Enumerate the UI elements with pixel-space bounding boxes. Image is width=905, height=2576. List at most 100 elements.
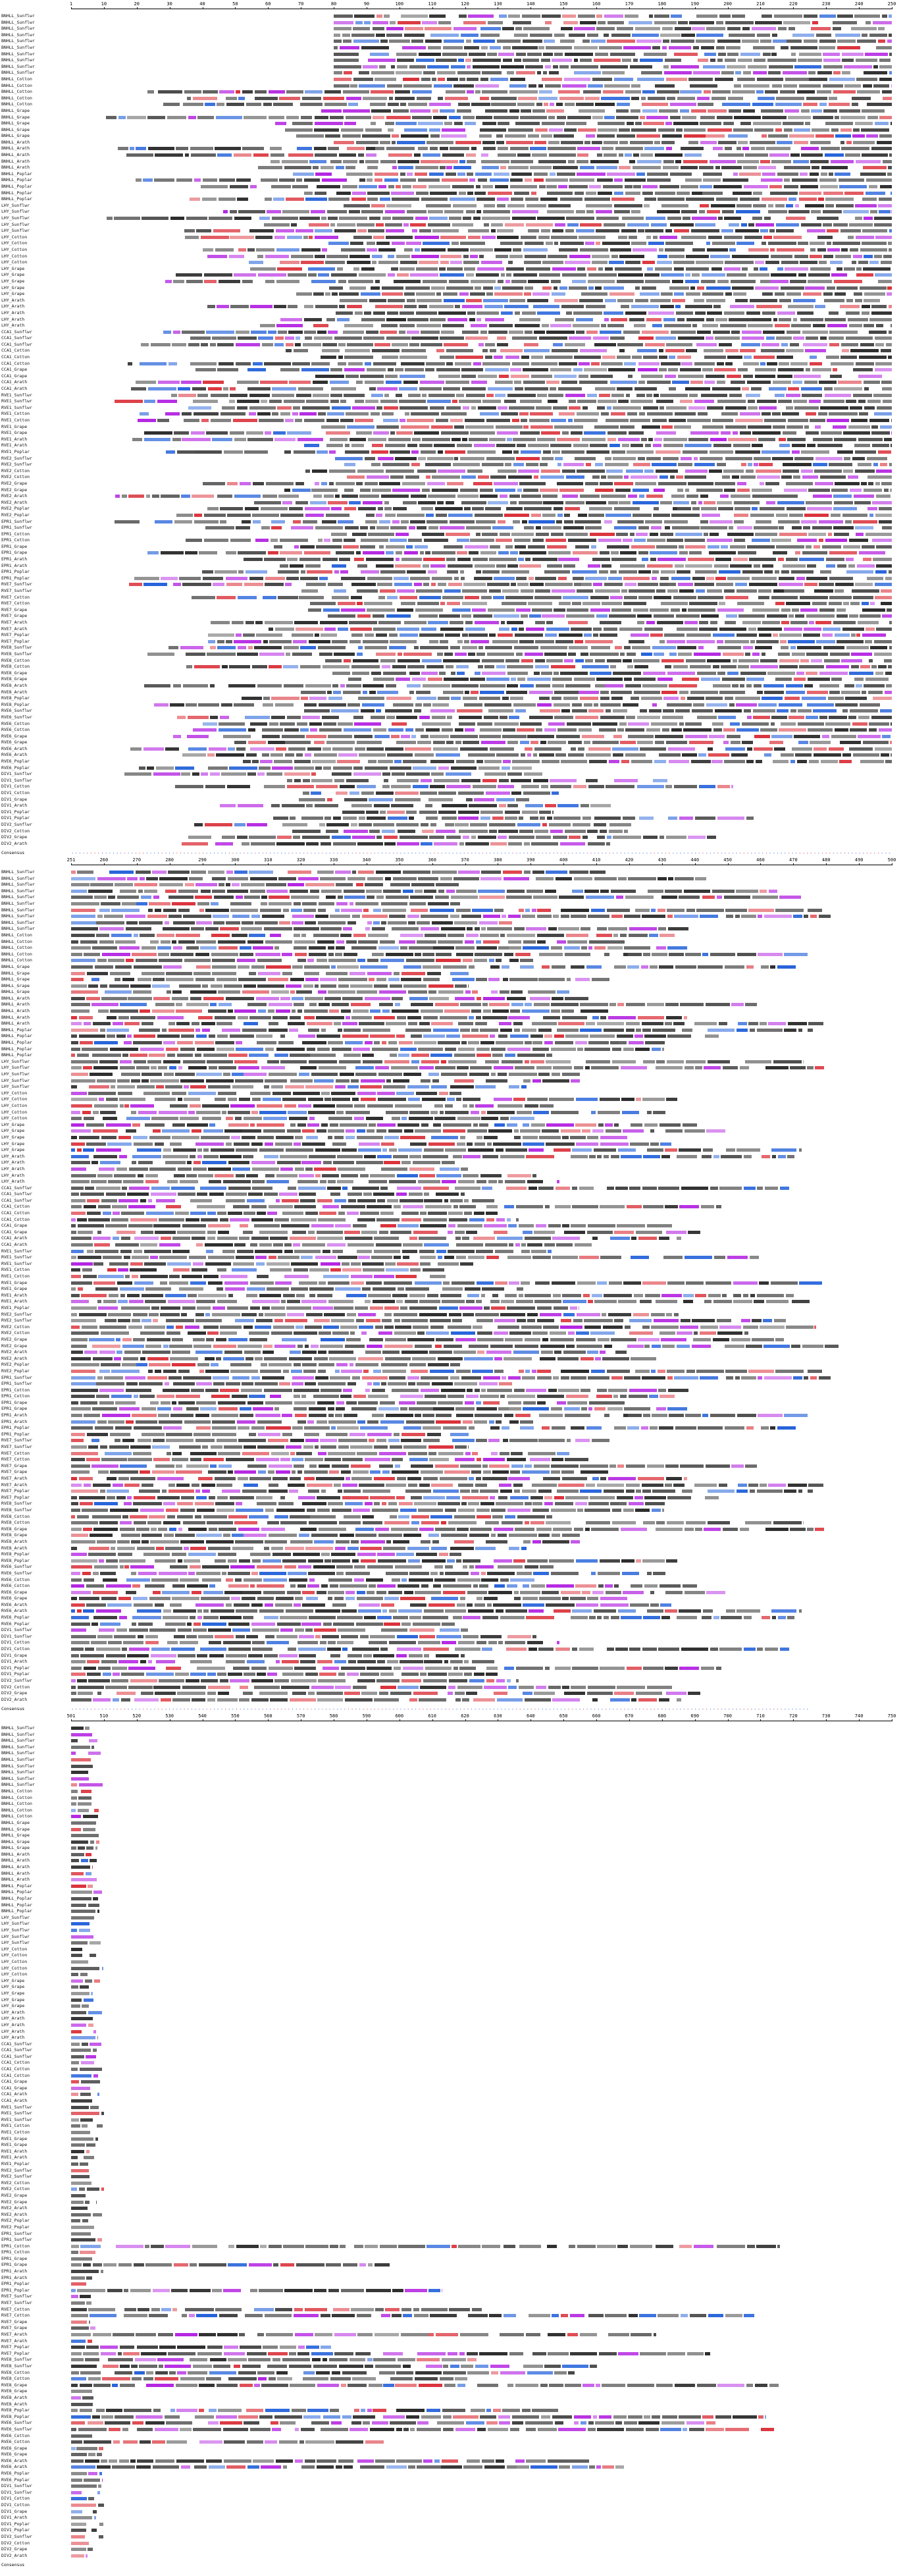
sequence-name[interactable]: LHY_Sunflwr (1, 209, 30, 215)
sequence-name[interactable]: CCA1_Sunflwr (1, 335, 32, 341)
sequence-name[interactable]: BNHLL_Poplar (1, 190, 32, 196)
sequence-name[interactable]: RVE1_Sunflwr (1, 404, 32, 410)
sequence-name[interactable]: RVE1_Arath (1, 436, 28, 442)
sequence-name[interactable]: LHY_Sunflwr (1, 202, 30, 208)
sequence-name[interactable]: RVE8_Sunflwr (1, 645, 32, 651)
sequence-name[interactable]: BNHLL_Sunflwr (1, 38, 35, 44)
sequence-name[interactable]: BNHLL_Cotton (1, 82, 32, 88)
sequence-name[interactable]: LHY_Grape (1, 291, 25, 297)
sequence-name[interactable]: LHY_Sunflwr (1, 221, 30, 227)
sequence-name[interactable]: LHY_Cotton (1, 234, 28, 240)
sequence-name[interactable]: DIV2_Arath (1, 840, 28, 846)
sequence-name[interactable]: RVE2_Sunflwr (1, 455, 32, 461)
sequence-name[interactable]: CCA1_Cotton (1, 354, 30, 360)
sequence-name[interactable]: RVE6_Arath (1, 752, 28, 758)
sequence-name[interactable]: RVE7_Sunflwr (1, 588, 32, 594)
sequence-name[interactable]: RVE7_Poplar (1, 632, 30, 638)
sequence-name[interactable]: LHY_Sunflwr (1, 215, 30, 221)
sequence-name[interactable]: RVE6_Sunflwr (1, 714, 32, 720)
sequence-name[interactable]: LHY_Arath (1, 309, 25, 315)
sequence-name[interactable]: BNHLL_Cotton (1, 89, 32, 95)
sequence-name[interactable]: LHY_Cotton (1, 259, 28, 265)
sequence-name[interactable]: RVE8_Grape (1, 670, 28, 676)
sequence-name[interactable]: RVE1_Cotton (1, 417, 30, 423)
sequence-name[interactable]: RVE7_Arath (1, 620, 28, 625)
sequence-name[interactable]: EPR1_Poplar (1, 569, 30, 575)
sequence-name[interactable]: DIV2_Sunflwr (1, 822, 32, 827)
sequence-name[interactable]: RVE2_Cotton (1, 468, 30, 473)
sequence-name[interactable]: RVE1_Grape (1, 423, 28, 429)
sequence-name[interactable]: RVE8_Poplar (1, 695, 30, 701)
sequence-name[interactable]: RVE6_Sunflwr (1, 708, 32, 714)
sequence-name[interactable]: RVE8_Poplar (1, 701, 30, 707)
sequence-name[interactable]: DIV2_Grape (1, 834, 28, 840)
sequence-name[interactable]: BNHLL_Grape (1, 121, 30, 126)
sequence-name[interactable]: BNHLL_Sunflwr (1, 57, 35, 63)
sequence-name[interactable]: LHY_Cotton (1, 240, 28, 246)
sequence-name[interactable]: RVE6_Cotton (1, 720, 30, 726)
sequence-name[interactable]: LHY_Arath (1, 323, 25, 329)
sequence-name[interactable]: EPR1_Sunflwr (1, 518, 32, 524)
sequence-name[interactable]: LHY_Grape (1, 272, 25, 278)
sequence-name[interactable]: DIV1_Sunflwr (1, 771, 32, 777)
sequence-name[interactable]: DIV1_Arath (1, 803, 28, 809)
sequence-name[interactable]: CCA1_Sunflwr (1, 329, 32, 335)
sequence-name[interactable]: LHY_Grape (1, 278, 25, 284)
sequence-name[interactable]: DIV2_Cotton (1, 828, 30, 834)
sequence-name[interactable]: RVE8_Arath (1, 689, 28, 695)
sequence-name[interactable]: EPR1_Poplar (1, 575, 30, 581)
sequence-name[interactable]: RVE2_Arath (1, 499, 28, 505)
sequence-name[interactable]: RVE2_Poplar (1, 506, 30, 512)
sequence-name[interactable]: BNHLL_Arath (1, 165, 30, 171)
sequence-name[interactable]: RVE1_Sunflwr (1, 398, 32, 404)
sequence-name[interactable]: LHY_Grape (1, 284, 25, 290)
sequence-name[interactable]: CCA1_Arath (1, 386, 28, 392)
sequence-name[interactable]: LHY_Arath (1, 297, 25, 303)
sequence-name[interactable]: EPR1_Grape (1, 543, 28, 549)
sequence-name[interactable]: RVE8_Sunflwr (1, 651, 32, 657)
sequence-name[interactable]: RVE6_Poplar (1, 765, 30, 770)
sequence-name[interactable]: BNHLL_Poplar (1, 184, 32, 190)
sequence-name[interactable]: BNHLL_Sunflwr (1, 51, 35, 57)
sequence-name[interactable]: RVE1_Cotton (1, 411, 30, 417)
sequence-name[interactable]: RVE7_Cotton (1, 594, 30, 600)
sequence-name[interactable]: BNHLL_Grape (1, 114, 30, 120)
sequence-name[interactable]: CCA1_Cotton (1, 360, 30, 366)
sequence-name[interactable]: BNHLL_Sunflwr (1, 32, 35, 38)
sequence-name[interactable]: DIV1_Cotton (1, 790, 30, 796)
sequence-name[interactable]: EPR1_Cotton (1, 537, 30, 543)
sequence-name[interactable]: DIV1_Poplar (1, 815, 30, 821)
sequence-name[interactable]: BNHLL_Arath (1, 158, 30, 164)
sequence-name[interactable]: LHY_Cotton (1, 246, 28, 252)
sequence-name[interactable]: RVE7_Cotton (1, 601, 30, 606)
sequence-name[interactable]: LHY_Arath (1, 304, 25, 309)
sequence-name[interactable]: RVE2_Cotton (1, 474, 30, 480)
sequence-name[interactable]: BNHLL_Arath (1, 139, 30, 145)
sequence-name[interactable]: BNHLL_Cotton (1, 95, 32, 101)
sequence-name[interactable]: BNHLL_Sunflwr (1, 70, 35, 76)
sequence-name[interactable]: RVE7_Arath (1, 626, 28, 631)
sequence-name[interactable]: DIV1_Cotton (1, 784, 30, 790)
sequence-name[interactable]: RVE6_Poplar (1, 759, 30, 765)
sequence-name[interactable]: CCA1_Grape (1, 373, 28, 379)
sequence-name[interactable]: RVE7_Grape (1, 606, 28, 612)
sequence-name[interactable]: CCA1_Grape (1, 367, 28, 373)
sequence-name[interactable]: BNHLL_Arath (1, 146, 30, 151)
sequence-name[interactable]: RVE6_Grape (1, 739, 28, 745)
sequence-name[interactable]: RVE2_Arath (1, 493, 28, 499)
sequence-name[interactable]: DIV1_Grape (1, 796, 28, 802)
sequence-name[interactable]: BNHLL_Sunflwr (1, 63, 35, 69)
sequence-name[interactable]: RVE6_Grape (1, 733, 28, 739)
sequence-name[interactable]: DIV1_Poplar (1, 809, 30, 815)
sequence-name[interactable]: RVE1_Poplar (1, 448, 30, 454)
sequence-name[interactable]: RVE7_Grape (1, 613, 28, 619)
sequence-name[interactable]: BNHLL_Cotton (1, 76, 32, 82)
sequence-name[interactable]: RVE1_Arath (1, 443, 28, 448)
sequence-name[interactable]: CCA1_Arath (1, 379, 28, 385)
sequence-name[interactable]: EPR1_Grape (1, 550, 28, 556)
sequence-name[interactable]: LHY_Sunflwr (1, 228, 30, 234)
sequence-name[interactable]: BNHLL_Cotton (1, 101, 32, 107)
sequence-name[interactable]: RVE8_Cotton (1, 664, 30, 670)
sequence-name[interactable]: BNHLL_Grape (1, 107, 30, 113)
sequence-name[interactable]: LHY_Cotton (1, 253, 28, 259)
